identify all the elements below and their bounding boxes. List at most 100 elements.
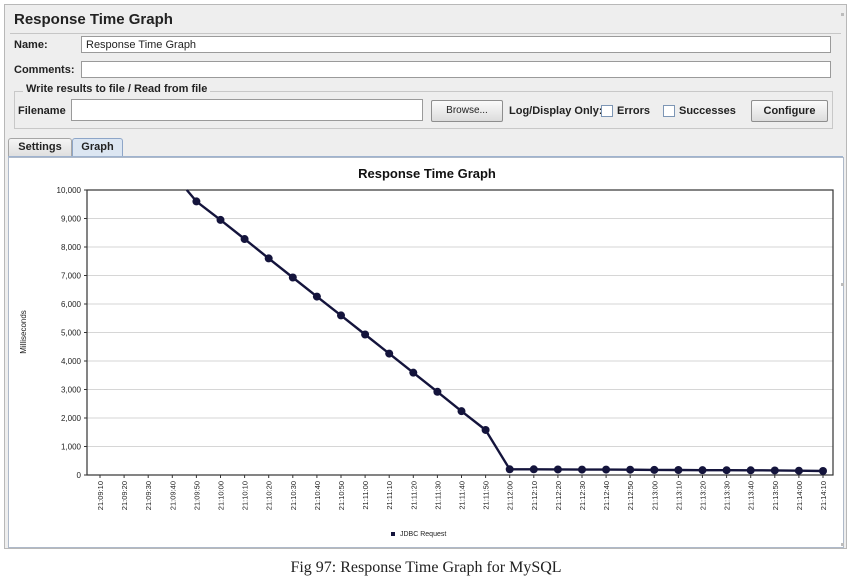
data-point: [698, 466, 707, 475]
data-point: [264, 254, 273, 263]
file-group-box: [14, 91, 833, 129]
y-tick-label: 4,000: [61, 357, 82, 366]
x-tick-label: 21:11:30: [433, 481, 442, 510]
name-field[interactable]: Response Time Graph: [81, 36, 831, 53]
x-tick-label: 21:13:10: [674, 481, 683, 510]
file-group-title: Write results to file / Read from file: [23, 83, 211, 95]
legend-label: JDBC Request: [400, 531, 446, 538]
figure-caption: Fig 97: Response Time Graph for MySQL: [290, 559, 562, 576]
x-tick-label: 21:11:40: [458, 481, 467, 510]
data-point: [602, 465, 611, 474]
data-point: [192, 197, 201, 206]
data-point: [385, 349, 394, 358]
x-tick-label: 21:13:00: [650, 481, 659, 510]
x-tick-label: 21:12:40: [602, 481, 611, 510]
x-tick-label: 21:09:10: [96, 481, 105, 510]
x-tick-label: 21:09:50: [192, 481, 201, 510]
y-tick-label: 3,000: [61, 386, 82, 395]
name-label: Name:: [14, 39, 48, 51]
log-display-label: Log/Display Only:: [509, 105, 603, 117]
x-tick-label: 21:11:10: [385, 481, 394, 510]
data-point: [819, 467, 827, 476]
chart-title: Response Time Graph: [358, 166, 496, 181]
data-point: [722, 466, 731, 475]
data-point: [337, 311, 345, 320]
x-tick-label: 21:09:40: [168, 481, 177, 510]
data-point: [409, 368, 418, 377]
graph-panel: 0 1,000 2,000 3,000 4,000 5,000 6,000 7,000 8,00…: [8, 157, 844, 548]
x-tick-label: 21:10:40: [313, 481, 322, 510]
data-point: [674, 466, 683, 475]
scrollbar-marker[interactable]: [841, 283, 844, 286]
x-tick-label: 21:10:20: [265, 481, 274, 510]
x-tick-label: 21:10:00: [217, 481, 226, 510]
x-tick-label: 21:09:30: [144, 481, 153, 510]
errors-label: Errors: [617, 105, 651, 117]
x-tick-label: 21:12:20: [554, 481, 563, 510]
y-tick-label: 5,000: [61, 329, 82, 338]
successes-checkbox[interactable]: [663, 105, 675, 117]
data-point: [794, 466, 803, 475]
data-point: [553, 465, 562, 474]
data-point: [770, 466, 779, 475]
tab-settings[interactable]: Settings: [8, 138, 72, 157]
y-tick-label: 2,000: [61, 414, 82, 423]
scrollbar-top-arrow[interactable]: [841, 13, 844, 16]
y-tick-label: 0: [77, 471, 82, 480]
x-tick-label: 21:10:30: [289, 481, 298, 510]
x-tick-label: 21:12:50: [626, 481, 635, 510]
x-tick-label: 21:13:50: [771, 481, 780, 510]
x-tick-label: 21:10:10: [241, 481, 250, 510]
data-point: [650, 465, 659, 474]
browse-button[interactable]: Browse...: [431, 100, 503, 122]
filename-label: Filename: [18, 105, 66, 117]
title-divider: [10, 33, 841, 34]
x-tick-label: 21:11:20: [409, 481, 418, 510]
y-tick-label: 8,000: [61, 243, 82, 252]
data-point: [312, 292, 321, 301]
x-tick-label: 21:14:10: [819, 481, 828, 510]
y-tick-label: 10,000: [57, 186, 82, 195]
x-tick-label: 21:12:30: [578, 481, 587, 510]
data-point: [433, 387, 442, 396]
response-time-graph-window: Response Time Graph Name: Response Time …: [4, 4, 847, 549]
y-tick-label: 6,000: [61, 300, 82, 309]
x-tick-label: 21:12:00: [506, 481, 515, 510]
comments-label: Comments:: [14, 64, 75, 76]
errors-checkbox[interactable]: [601, 105, 613, 117]
y-tick-label: 1,000: [61, 443, 82, 452]
data-point: [240, 235, 249, 244]
y-tick-label: 7,000: [61, 272, 82, 281]
x-tick-label: 21:13:40: [747, 481, 756, 510]
data-point: [626, 465, 635, 474]
x-tick-label: 21:14:00: [795, 481, 804, 510]
y-tick-label: 9,000: [61, 215, 82, 224]
response-time-chart: 0 1,000 2,000 3,000 4,000 5,000 6,000 7,000 8,00…: [9, 158, 843, 547]
data-point: [216, 215, 225, 224]
data-point: [481, 425, 490, 434]
comments-field[interactable]: [81, 61, 831, 78]
data-point: [288, 273, 297, 282]
x-tick-label: 21:10:50: [337, 481, 346, 510]
configure-button[interactable]: Configure: [751, 100, 828, 122]
scrollbar-bottom-arrow[interactable]: [841, 543, 844, 546]
successes-label: Successes: [679, 105, 736, 117]
data-point: [457, 407, 466, 416]
series-line-jdbc-request: [185, 189, 824, 473]
x-tick-label: 21:11:50: [482, 481, 491, 510]
data-point: [746, 466, 755, 475]
data-point: [578, 465, 586, 474]
filename-field[interactable]: [71, 99, 423, 121]
data-point: [361, 330, 370, 339]
tab-divider: [8, 156, 843, 157]
y-axis-label: Milliseconds: [19, 310, 28, 354]
x-tick-label: 21:11:00: [361, 481, 370, 510]
panel-title: Response Time Graph: [14, 11, 173, 28]
tab-graph[interactable]: Graph: [72, 138, 123, 157]
x-tick-label: 21:13:20: [699, 481, 708, 510]
x-tick-label: 21:13:30: [723, 481, 732, 510]
data-point: [529, 465, 538, 474]
data-point: [505, 465, 514, 474]
x-tick-label: 21:12:10: [530, 481, 539, 510]
legend-marker: [391, 532, 395, 536]
